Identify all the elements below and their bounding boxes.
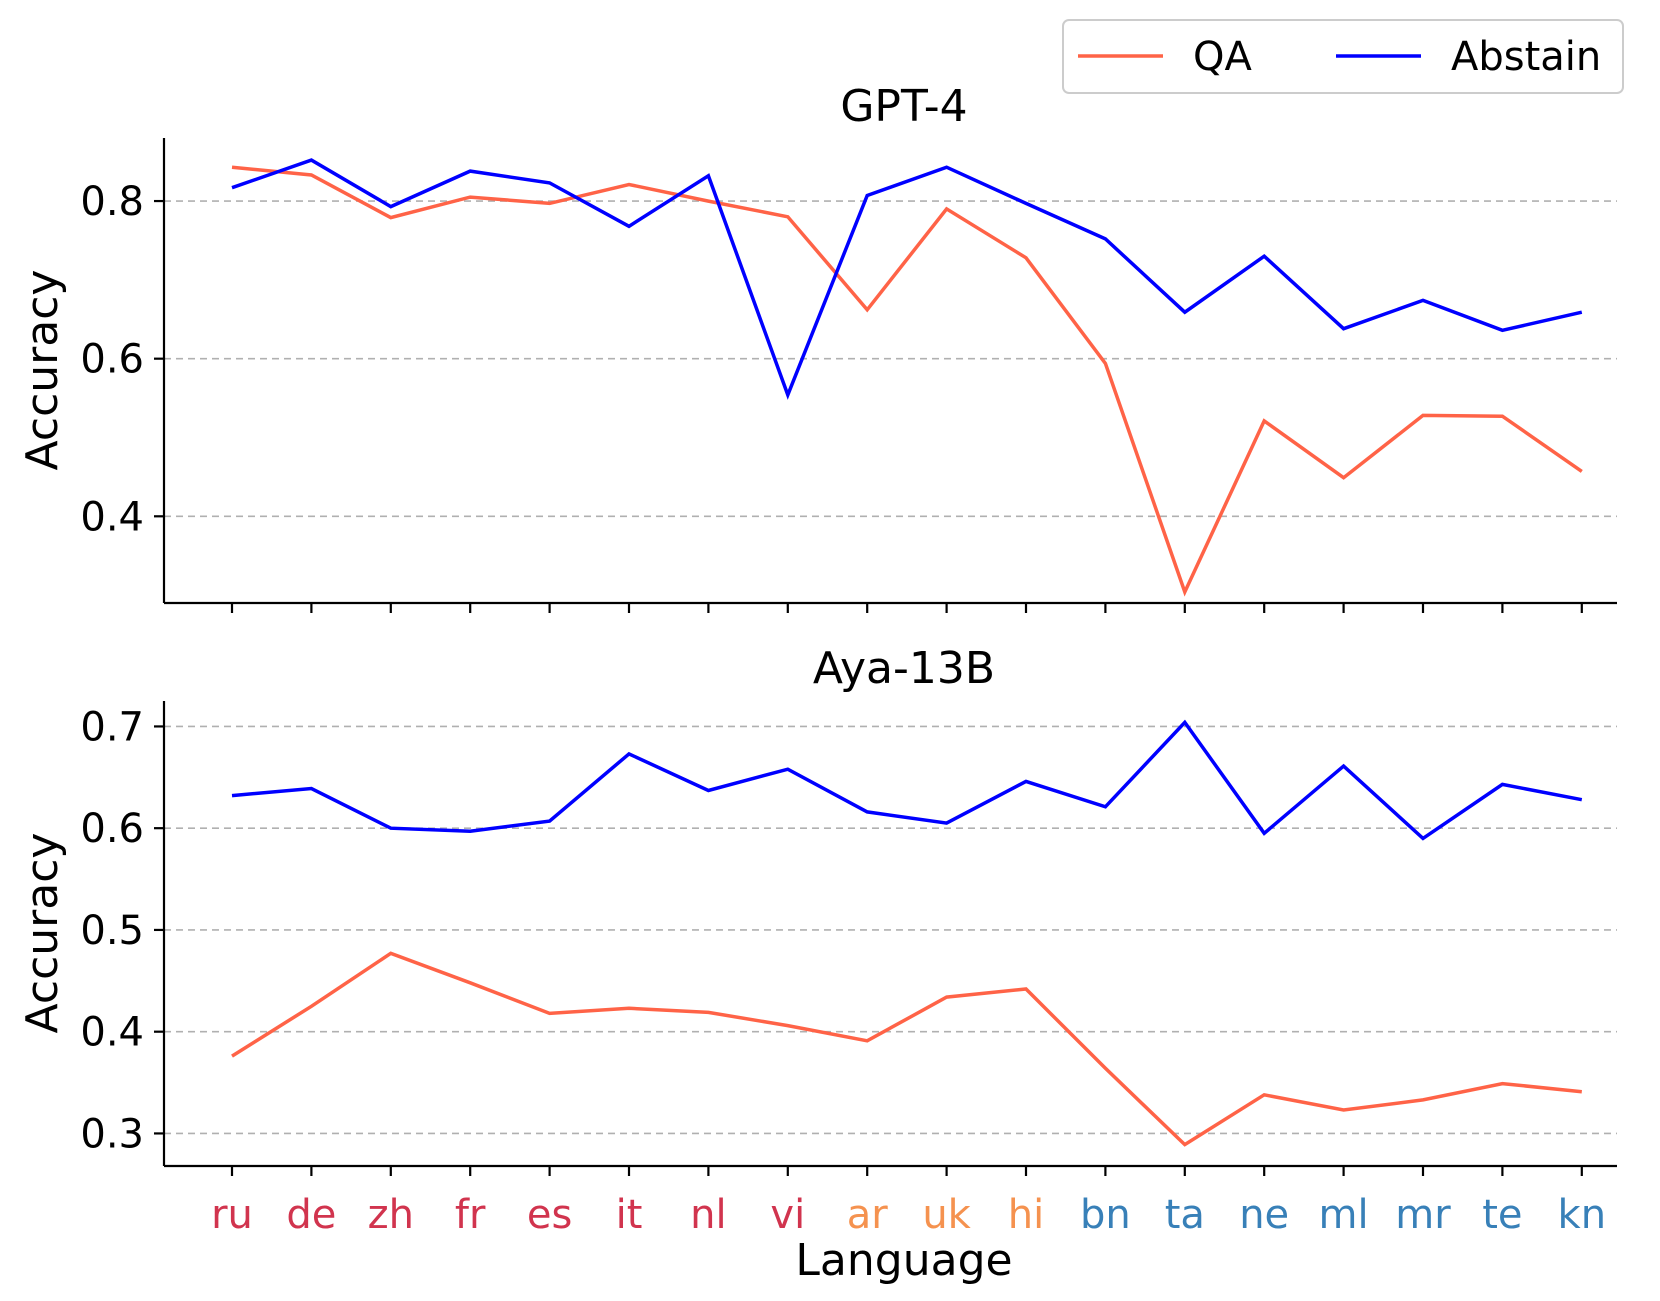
y-tick-label: 0.6 <box>80 806 144 852</box>
grid-layer <box>164 725 1617 1135</box>
legend-label-qa: QA <box>1193 34 1252 80</box>
x-tick-label-ru: ru <box>211 1192 253 1238</box>
y-tick-label: 0.8 <box>80 179 144 225</box>
x-tick-label-zh: zh <box>368 1192 414 1238</box>
y-tick-label: 0.7 <box>80 704 144 750</box>
panel-title: GPT-4 <box>840 81 967 132</box>
panel-gpt4: GPT-4 Accuracy 0.4 0.6 0.8 <box>17 81 1617 613</box>
y-ticks: 0.3 0.4 0.5 0.6 0.7 <box>80 704 164 1157</box>
x-tick-label-vi: vi <box>770 1192 805 1238</box>
x-tick-label-mr: mr <box>1395 1192 1451 1238</box>
y-tick-label: 0.6 <box>80 337 144 383</box>
x-tick-label-hi: hi <box>1008 1192 1044 1238</box>
y-axis-label: Accuracy <box>17 270 68 471</box>
series-layer <box>231 719 1583 1147</box>
x-tick-label-fr: fr <box>455 1192 486 1238</box>
panel-title: Aya-13B <box>813 643 995 694</box>
legend: QA Abstain <box>1062 19 1624 94</box>
series-layer <box>231 158 1583 597</box>
x-axis-label: Language <box>795 1235 1012 1286</box>
y-tick-label: 0.4 <box>80 1010 144 1056</box>
x-tick-label-ne: ne <box>1239 1192 1289 1238</box>
x-tick-label-nl: nl <box>690 1192 726 1238</box>
x-tick-label-kn: kn <box>1558 1192 1607 1238</box>
panel-aya13b: Aya-13B Accuracy 0.3 0.4 0.5 0.6 0.7 ru de zh f… <box>17 643 1617 1286</box>
x-tick-label-bn: bn <box>1080 1192 1131 1238</box>
legend-label-abstain: Abstain <box>1451 34 1601 80</box>
series-line-qa <box>231 951 1582 1147</box>
y-axis-label: Accuracy <box>17 833 68 1034</box>
y-ticks: 0.4 0.6 0.8 <box>80 179 164 540</box>
series-line-abstain <box>231 719 1583 841</box>
x-tick-label-es: es <box>527 1192 572 1238</box>
x-tick-label-te: te <box>1482 1192 1522 1238</box>
x-ticks: ru de zh fr es it nl vi ar uk hi bn ta ne ml mr te kn <box>211 1166 1606 1238</box>
series-line-qa <box>231 165 1583 597</box>
y-tick-label: 0.4 <box>80 494 144 540</box>
y-tick-label: 0.5 <box>80 908 144 954</box>
x-tick-label-ar: ar <box>847 1192 889 1238</box>
x-tick-label-uk: uk <box>922 1192 971 1238</box>
y-tick-label: 0.3 <box>80 1111 144 1157</box>
x-ticks <box>230 603 1583 613</box>
series-line-abstain <box>231 158 1583 400</box>
x-tick-label-ta: ta <box>1165 1192 1205 1238</box>
x-tick-label-de: de <box>286 1192 336 1238</box>
x-tick-label-it: it <box>616 1192 643 1238</box>
grid-layer <box>164 200 1617 518</box>
x-tick-label-ml: ml <box>1319 1192 1369 1238</box>
